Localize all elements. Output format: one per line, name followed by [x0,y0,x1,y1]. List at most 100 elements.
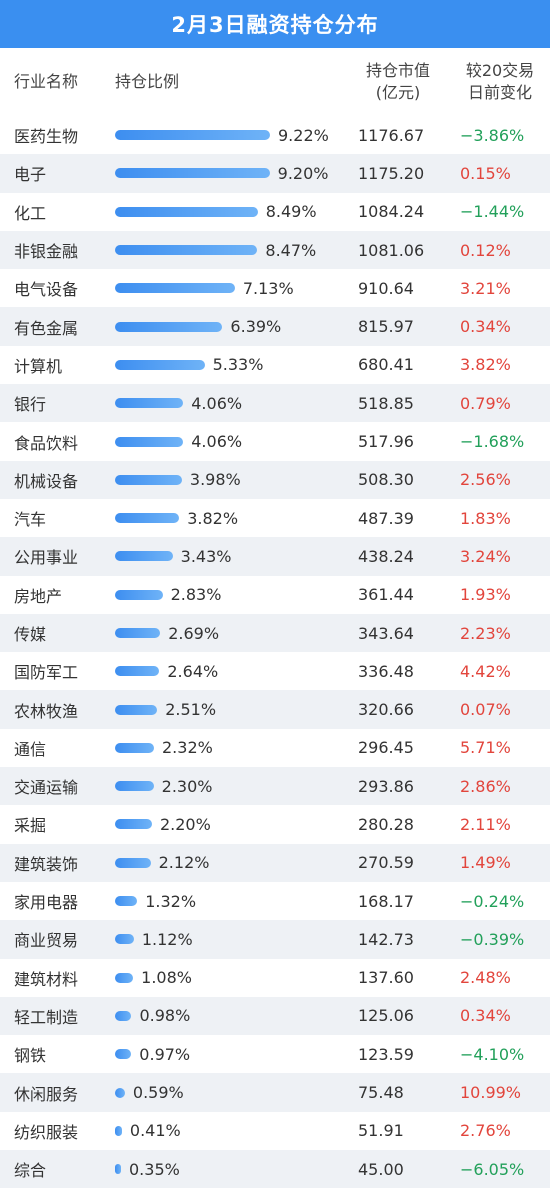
ratio-label: 8.47% [265,240,317,260]
ratio-cell: 4.06% [115,422,355,460]
ratio-bar [115,359,205,370]
change-value: −0.39% [460,929,525,949]
header-industry: 行业名称 [14,72,79,91]
ratio-bar [115,474,182,485]
ratio-bar [115,513,180,524]
ratio-cell: 9.22% [115,116,355,154]
table-row: 机械设备 3.98% 508.30 2.56% [0,460,550,499]
market-value: 168.17 [358,891,414,911]
chart-title: 2月3日融资持仓分布 [171,13,379,37]
market-value: 1176.67 [358,125,425,145]
industry-name: 医药生物 [14,127,79,147]
market-value: 361.44 [358,585,414,605]
ratio-bar [115,206,258,217]
ratio-bar [115,589,163,600]
change-value: 1.93% [460,585,511,605]
change-value: 1.49% [460,853,511,873]
ratio-bar [115,283,235,294]
industry-name: 交通运输 [14,778,79,798]
change-value: 2.86% [460,776,511,796]
ratio-label: 1.08% [141,968,192,988]
table-row: 房地产 2.83% 361.44 1.93% [0,576,550,614]
ratio-bar [115,972,134,983]
industry-name: 计算机 [14,356,63,376]
table-row: 休闲服务 0.59% 75.48 10.99% [0,1073,550,1112]
header-change-line1: 较20交易 [465,61,535,80]
ratio-cell: 7.13% [115,269,355,307]
ratio-bar [115,551,173,562]
header-market-value-line1: 持仓市值 [365,61,430,80]
ratio-label: 0.35% [129,1159,180,1179]
change-value: 0.15% [460,163,511,183]
market-value: 137.60 [358,968,414,988]
market-value: 910.64 [358,278,414,298]
market-value: 518.85 [358,393,414,413]
market-value: 1175.20 [358,163,425,183]
market-value: 343.64 [358,623,414,643]
ratio-bar [115,168,270,179]
ratio-label: 3.98% [189,470,241,490]
table-row: 电气设备 7.13% 910.64 3.21% [0,269,550,307]
change-value: −0.24% [460,891,525,911]
industry-name: 非银金融 [14,242,79,262]
market-value: 75.48 [358,1083,404,1103]
ratio-cell: 2.20% [115,805,355,843]
table-row: 计算机 5.33% 680.41 3.82% [0,346,550,384]
ratio-bar [115,742,154,753]
ratio-label: 9.22% [278,125,329,145]
ratio-cell: 4.06% [115,384,355,422]
change-value: 2.48% [460,968,511,988]
ratio-bar [115,666,160,677]
ratio-cell: 0.41% [115,1112,355,1150]
ratio-bar [115,934,134,945]
table-row: 建筑材料 1.08% 137.60 2.48% [0,959,550,997]
industry-name: 商业贸易 [14,931,79,951]
market-value: 438.24 [358,546,414,566]
change-value: 0.34% [460,1006,511,1026]
market-value: 815.97 [358,317,414,337]
industry-name: 电子 [14,165,47,185]
table-row: 传媒 2.69% 343.64 2.23% [0,613,550,653]
change-value: −3.86% [460,125,525,145]
change-value: 2.56% [460,470,511,490]
market-value: 270.59 [358,853,414,873]
change-value: −4.10% [460,1044,525,1064]
ratio-label: 2.51% [165,700,217,720]
ratio-cell: 1.08% [115,959,355,997]
header-market-value: 持仓市值 (亿元) [358,60,438,104]
change-value: 3.21% [460,278,511,298]
industry-name: 家用电器 [14,893,79,913]
ratio-bar [115,245,258,256]
market-value: 51.91 [358,1121,404,1141]
header-ratio: 持仓比例 [115,72,180,91]
ratio-label: 2.64% [167,661,219,681]
change-value: 2.76% [460,1121,511,1141]
change-value: 5.71% [460,738,511,758]
table-row: 非银金融 8.47% 1081.06 0.12% [0,230,550,270]
ratio-label: 4.06% [191,393,243,413]
table-header: 行业名称 持仓比例 持仓市值 (亿元) 较20交易 日前变化 [0,48,550,116]
table-row: 纺织服装 0.41% 51.91 2.76% [0,1112,550,1150]
header-change: 较20交易 日前变化 [458,60,542,104]
market-value: 142.73 [358,929,414,949]
ratio-bar [115,1049,132,1060]
change-value: 2.11% [460,814,511,834]
ratio-cell: 3.98% [115,461,355,499]
market-value: 280.28 [358,814,414,834]
industry-name: 食品饮料 [14,433,79,453]
table-row: 公用事业 3.43% 438.24 3.24% [0,537,550,576]
ratio-cell: 8.47% [115,231,355,269]
market-value: 517.96 [358,432,414,452]
industry-name: 有色金属 [14,318,79,338]
market-value: 508.30 [358,470,414,490]
ratio-label: 3.82% [187,508,239,528]
ratio-bar [115,1087,125,1098]
change-value: −6.05% [460,1159,525,1179]
table-row: 综合 0.35% 45.00 −6.05% [0,1150,550,1189]
change-value: 0.12% [460,240,511,260]
ratio-bar [115,819,152,830]
market-value: 336.48 [358,661,414,681]
market-value: 680.41 [358,355,414,375]
industry-name: 传媒 [14,625,47,644]
ratio-label: 5.33% [212,355,264,375]
